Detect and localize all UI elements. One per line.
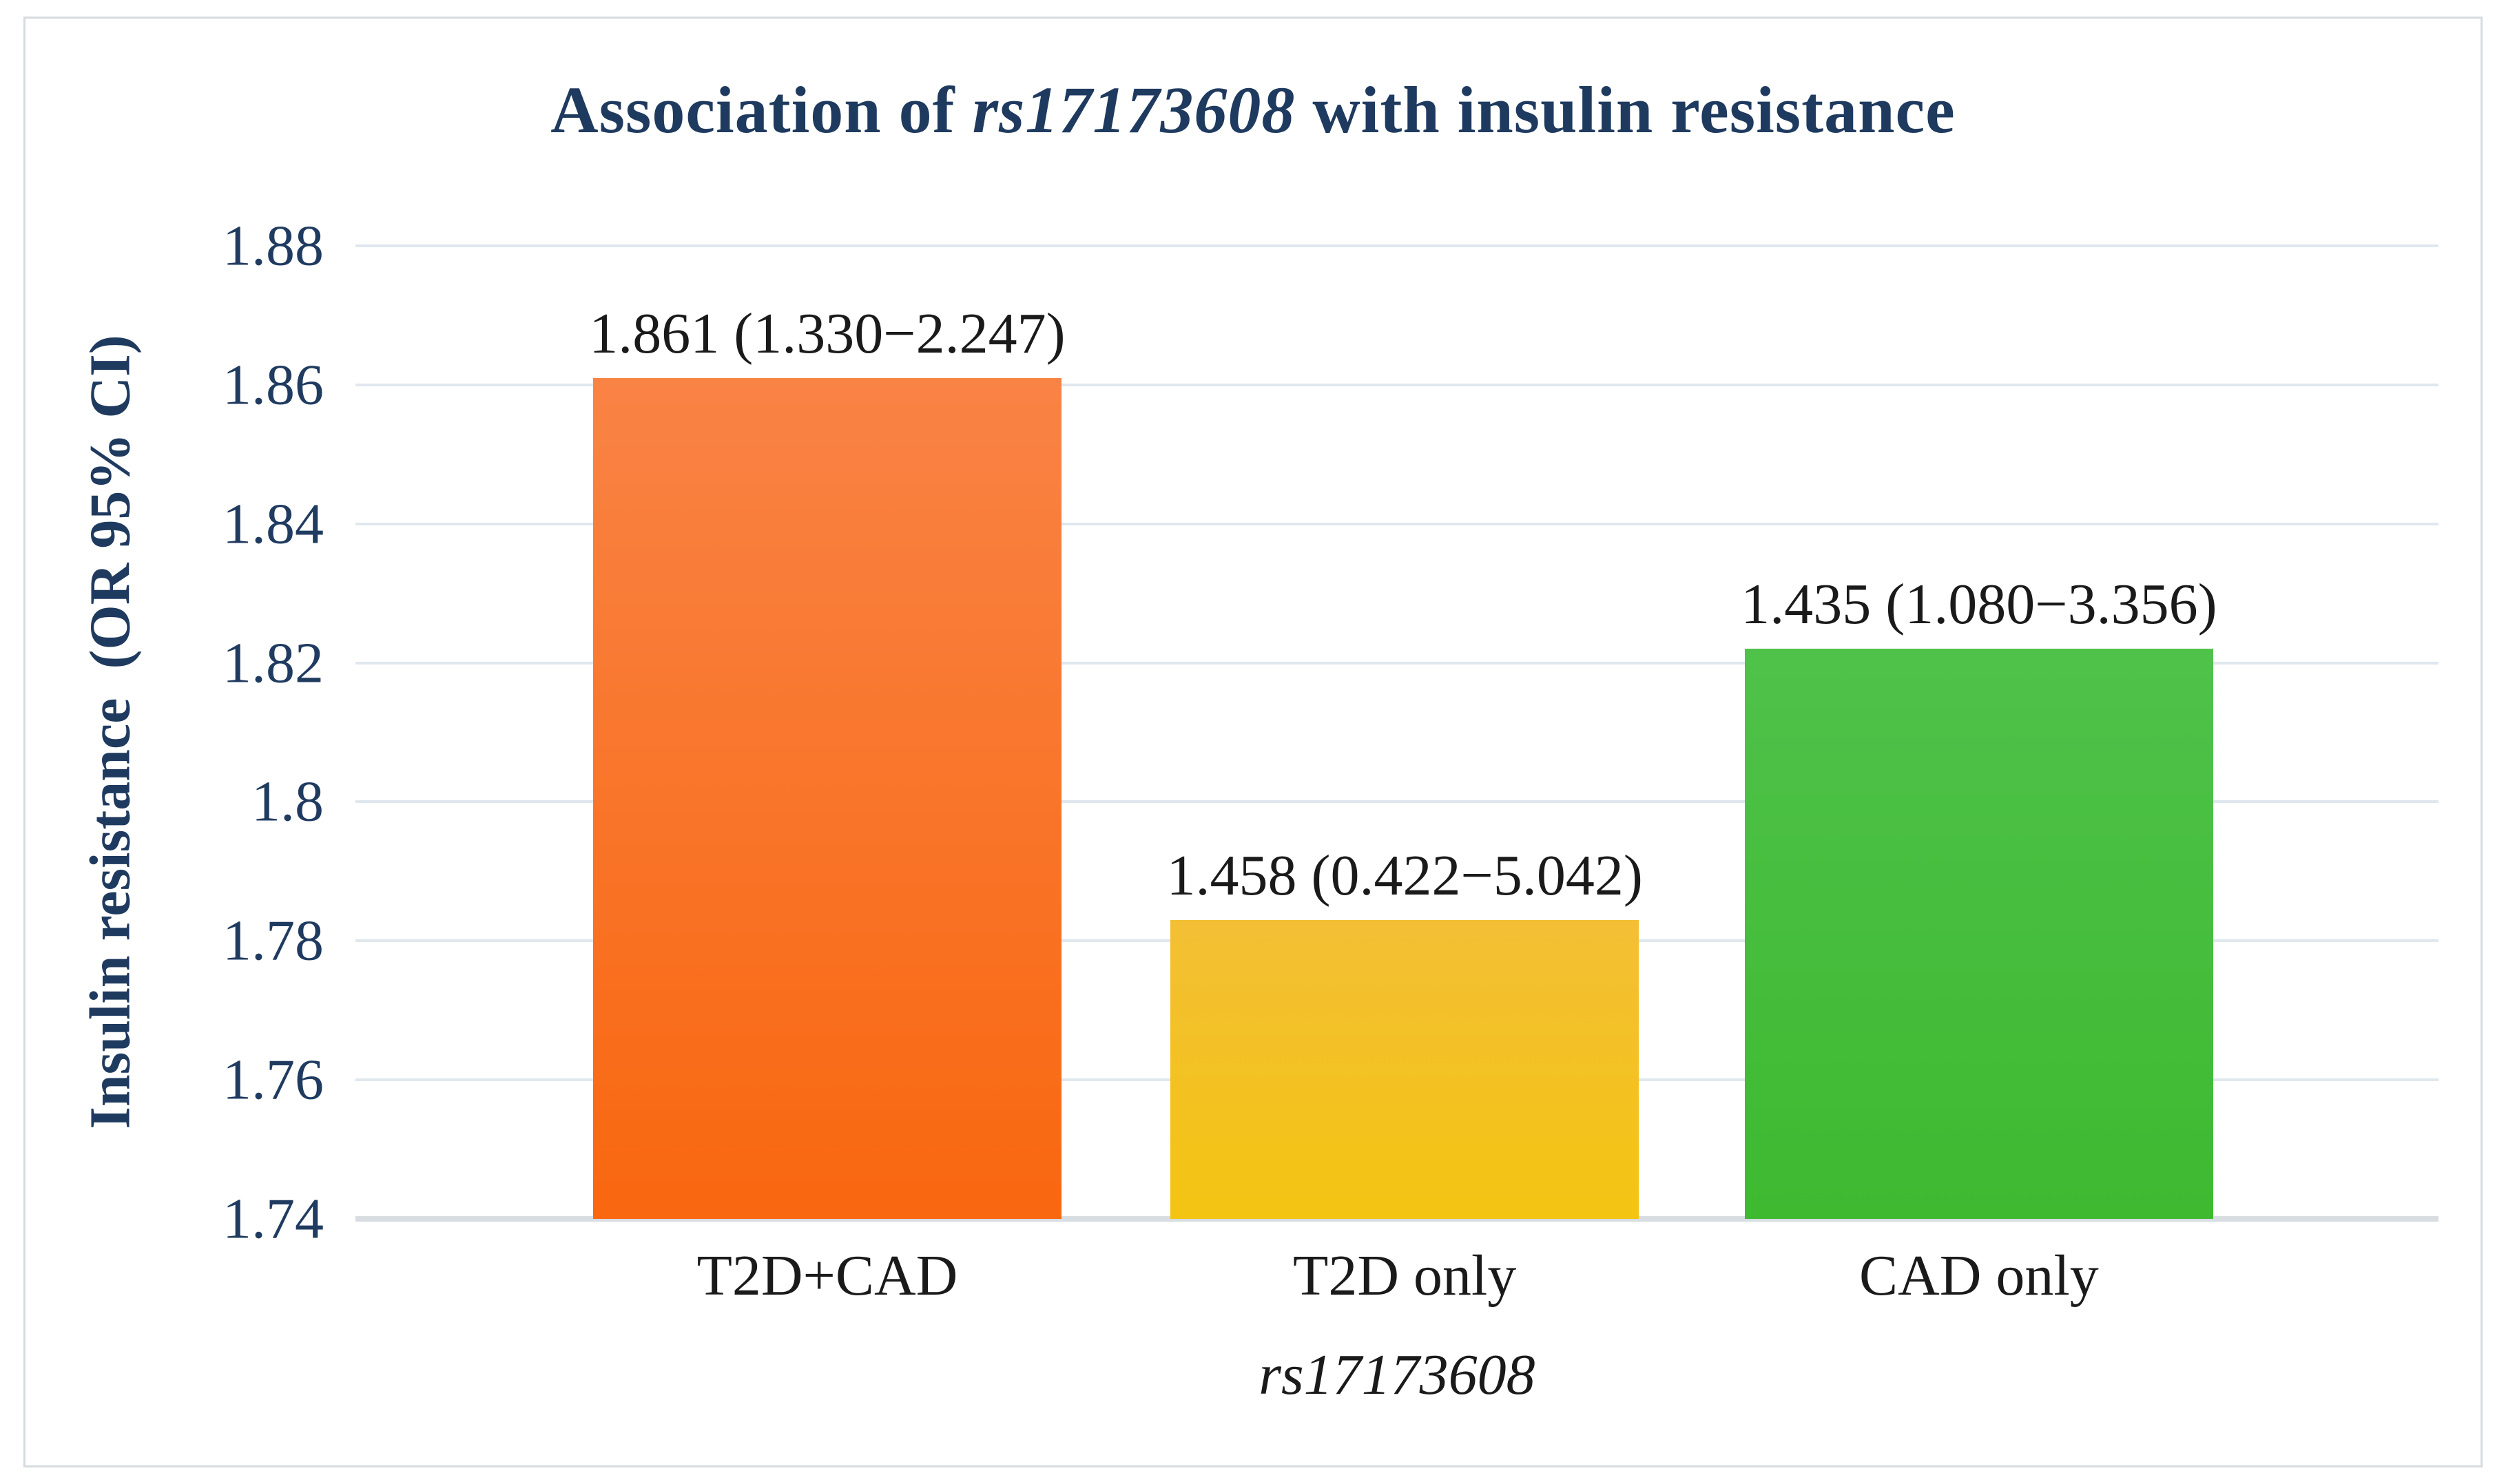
bar-t2d-only: [1170, 920, 1639, 1219]
chart-title-suffix: with insulin resistance: [1295, 73, 1956, 147]
gridline: [355, 383, 2438, 386]
category-label-t2d-cad: T2D+CAD: [696, 1244, 958, 1308]
category-label-cad-only: CAD only: [1859, 1244, 2099, 1308]
data-label-t2d-cad: 1.861 (1.330−2.247): [589, 301, 1066, 366]
y-tick-label: 1.76: [222, 1047, 324, 1112]
y-tick-label: 1.84: [222, 492, 324, 556]
gridline: [355, 800, 2438, 804]
data-label-t2d-only: 1.458 (0.422−5.042): [1166, 844, 1643, 908]
gridline: [355, 522, 2438, 525]
chart-title-gene: rs17173608: [972, 73, 1296, 147]
y-tick-label: 1.78: [222, 908, 324, 973]
x-axis-line: [355, 1216, 2438, 1222]
x-axis-title: rs17173608: [1259, 1343, 1535, 1407]
y-tick-label: 1.82: [222, 631, 324, 696]
chart-title: Association of rs17173608 with insulin r…: [550, 72, 1955, 148]
bar-t2d-cad: [592, 377, 1062, 1219]
y-tick-label: 1.8: [251, 769, 324, 834]
bar-cad-only: [1744, 649, 2213, 1219]
chart-title-prefix: Association of: [550, 73, 973, 147]
gridline: [355, 661, 2438, 665]
y-tick-label: 1.86: [222, 353, 324, 417]
category-label-t2d-only: T2D only: [1293, 1244, 1517, 1308]
y-tick-label: 1.74: [222, 1187, 324, 1251]
y-tick-label: 1.88: [222, 213, 324, 278]
plot-area: 1.861 (1.330−2.247) T2D+CAD 1.458 (0.422−5…: [355, 244, 2438, 1308]
y-axis-tick-labels: 1.88 1.86 1.84 1.82 1.8 1.78 1.76 1.74: [0, 214, 324, 1251]
gridline: [355, 244, 2438, 247]
data-label-cad-only: 1.435 (1.080−3.356): [1741, 572, 2217, 637]
